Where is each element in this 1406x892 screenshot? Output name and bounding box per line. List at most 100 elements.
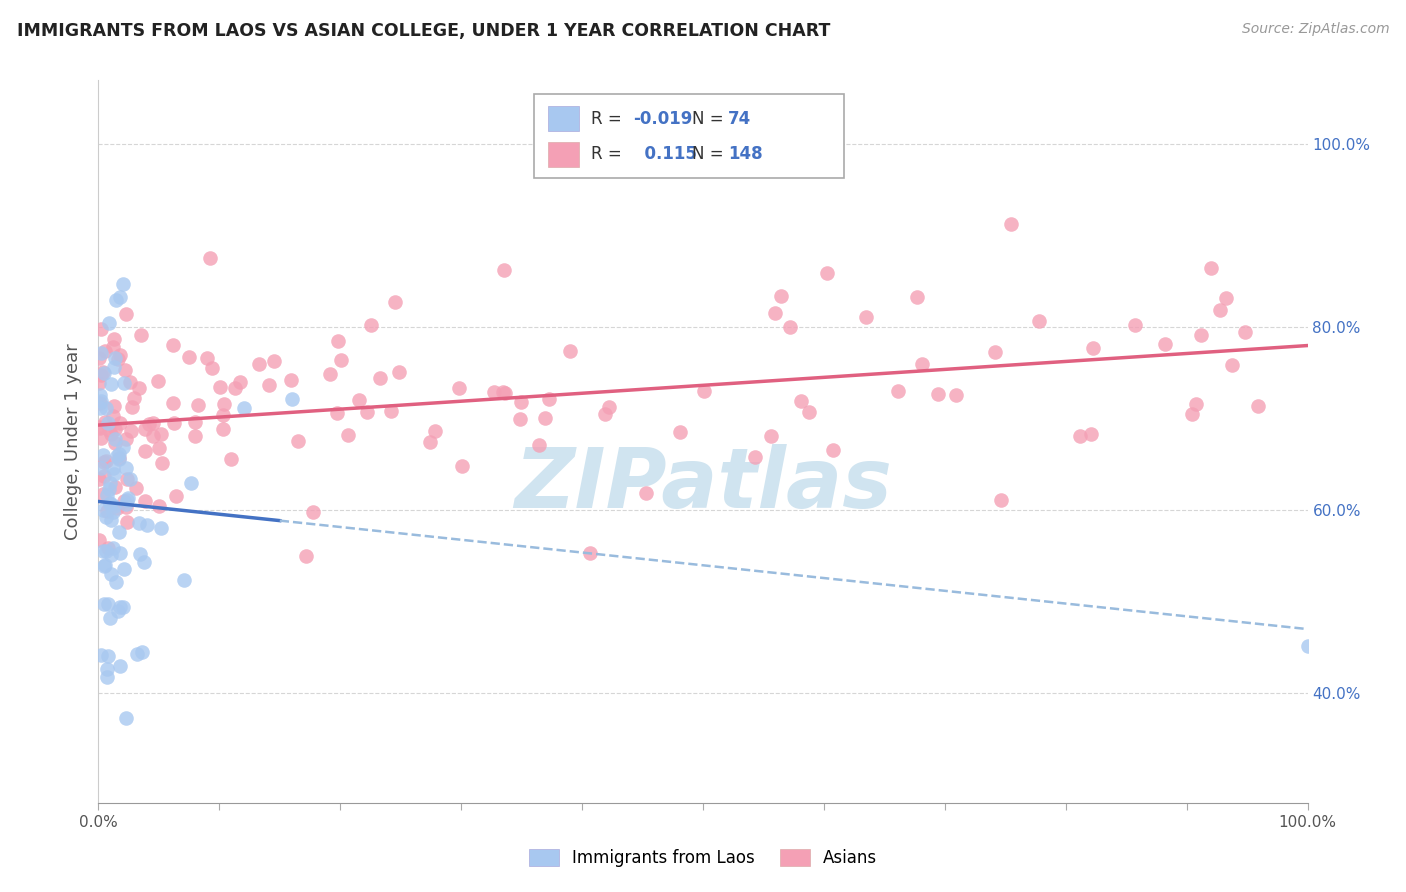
Point: [356, 405, 378, 419]
Point: [162, 338, 184, 352]
Point: [1247, 400, 1270, 414]
Point: [173, 574, 195, 588]
Point: [114, 432, 136, 446]
Point: [537, 392, 560, 407]
Point: [509, 412, 531, 426]
Point: [1154, 337, 1177, 351]
Point: [579, 546, 602, 560]
Point: [97, 648, 120, 663]
Point: [93, 559, 115, 574]
Point: [117, 491, 139, 505]
Point: [360, 318, 382, 332]
Point: [115, 461, 138, 475]
Point: [325, 406, 347, 420]
Point: [232, 401, 254, 415]
Point: [132, 555, 155, 569]
Point: [89, 401, 111, 415]
Point: [89, 396, 111, 410]
Point: [128, 547, 150, 561]
Point: [229, 376, 252, 390]
Point: [103, 467, 125, 482]
Point: [104, 480, 127, 494]
Point: [93, 455, 115, 469]
Point: [91, 544, 114, 558]
Point: [294, 549, 316, 563]
Point: [101, 409, 124, 423]
Point: [911, 357, 934, 371]
Point: [905, 290, 928, 304]
Point: [423, 424, 446, 438]
Point: [1189, 327, 1212, 342]
Point: [115, 515, 138, 529]
Y-axis label: College, Under 1 year: College, Under 1 year: [65, 343, 83, 540]
Point: [211, 422, 233, 436]
Point: [93, 469, 115, 483]
Point: [93, 415, 115, 429]
Point: [1123, 318, 1146, 332]
Point: [89, 533, 111, 547]
Point: [114, 306, 136, 320]
Point: [136, 518, 159, 533]
Point: [142, 429, 165, 443]
Point: [108, 524, 131, 539]
Point: [115, 500, 138, 514]
Text: -0.019: -0.019: [633, 110, 692, 128]
Point: [744, 450, 766, 464]
Point: [93, 558, 115, 572]
Point: [111, 440, 134, 454]
Point: [162, 396, 184, 410]
Point: [104, 351, 127, 366]
Point: [451, 458, 474, 473]
Point: [129, 328, 152, 343]
Point: [200, 360, 222, 375]
Point: [115, 711, 138, 725]
Point: [482, 385, 505, 400]
Point: [492, 384, 515, 399]
Point: [180, 475, 202, 490]
Point: [91, 366, 114, 380]
Point: [112, 494, 135, 508]
Point: [380, 404, 402, 418]
Point: [87, 351, 110, 366]
Point: [89, 420, 111, 434]
Point: [281, 392, 304, 406]
Point: [1185, 397, 1208, 411]
Point: [98, 475, 121, 490]
Point: [817, 266, 839, 280]
Point: [96, 662, 118, 676]
Point: [125, 647, 148, 661]
Point: [100, 611, 122, 625]
Point: [118, 472, 141, 486]
Point: [927, 387, 949, 401]
Point: [138, 417, 160, 432]
Point: [146, 374, 169, 388]
Point: [759, 429, 782, 443]
Point: [96, 544, 118, 558]
Point: [96, 488, 118, 502]
Point: [115, 498, 138, 512]
Point: [336, 427, 359, 442]
Point: [1233, 325, 1256, 339]
Point: [1081, 341, 1104, 355]
Point: [384, 294, 406, 309]
Text: IMMIGRANTS FROM LAOS VS ASIAN COLLEGE, UNDER 1 YEAR CORRELATION CHART: IMMIGRANTS FROM LAOS VS ASIAN COLLEGE, U…: [17, 22, 831, 40]
Point: [636, 486, 658, 500]
Point: [763, 306, 786, 320]
Point: [90, 461, 112, 475]
Point: [115, 472, 138, 486]
Point: [148, 499, 170, 513]
Point: [87, 472, 110, 486]
Point: [150, 521, 173, 535]
Point: [120, 424, 142, 438]
Point: [669, 425, 692, 439]
Point: [1296, 639, 1319, 653]
Point: [122, 392, 145, 406]
Point: [984, 345, 1007, 359]
Point: [89, 388, 111, 402]
Point: [128, 516, 150, 530]
Point: [692, 384, 714, 399]
Point: [179, 350, 201, 364]
Point: [494, 385, 516, 400]
Point: [104, 436, 127, 450]
Point: [100, 548, 122, 562]
